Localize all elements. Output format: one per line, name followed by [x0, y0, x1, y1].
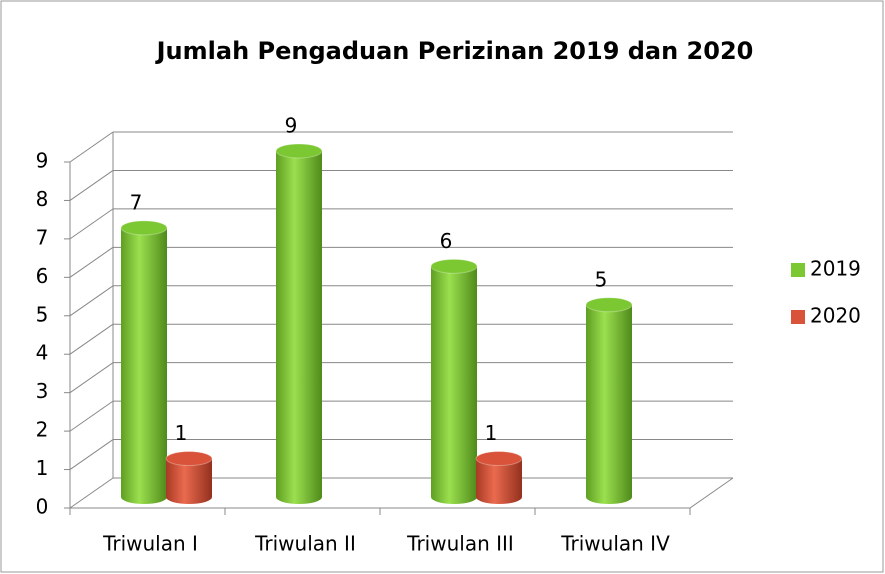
- data-label: 9: [285, 114, 298, 138]
- bar-top: [165, 451, 213, 467]
- y-tick-label: 2: [36, 418, 49, 442]
- grid-line: [69, 477, 114, 509]
- x-tick-label: Triwulan IV: [560, 532, 670, 556]
- grid-line: [69, 400, 114, 432]
- data-label: 1: [175, 421, 188, 445]
- data-label: 5: [595, 267, 608, 291]
- grid-line: [69, 323, 114, 355]
- y-tick-label: 6: [36, 264, 49, 288]
- bar: [586, 304, 632, 497]
- grid-line: [69, 208, 114, 240]
- bar: [121, 227, 167, 497]
- y-tick-label: 5: [36, 302, 49, 326]
- bar-top: [585, 297, 633, 313]
- x-tick-label: Triwulan III: [406, 532, 514, 556]
- y-tick-label: 0: [36, 495, 49, 519]
- grid-line: [69, 131, 114, 163]
- legend-swatch: [791, 310, 805, 324]
- bar: [431, 266, 477, 497]
- y-tick-label: 3: [36, 379, 49, 403]
- legend-label: 2019: [810, 257, 861, 281]
- bar-top: [275, 143, 323, 159]
- data-label: 6: [440, 229, 453, 253]
- y-tick-label: 4: [36, 341, 49, 365]
- grid-line: [69, 439, 114, 470]
- bar-top: [120, 220, 168, 236]
- chart-title: Jumlah Pengaduan Perizinan 2019 dan 2020: [155, 37, 754, 65]
- x-tick-label: Triwulan II: [254, 532, 356, 556]
- y-tick-label: 7: [36, 225, 49, 249]
- bar-top: [475, 451, 523, 467]
- grid-line: [69, 285, 114, 317]
- data-label: 7: [130, 190, 143, 214]
- data-label: 1: [485, 421, 498, 445]
- bar: [276, 151, 322, 497]
- y-tick-label: 1: [36, 456, 49, 480]
- x-tick-label: Triwulan I: [102, 532, 198, 556]
- legend-label: 2020: [810, 304, 861, 328]
- grid-line: [69, 170, 114, 201]
- grid-line: [69, 246, 114, 278]
- grid-line: [69, 362, 114, 394]
- legend-swatch: [791, 263, 805, 277]
- bar-top: [430, 258, 478, 274]
- y-tick-label: 9: [36, 149, 49, 173]
- y-tick-label: 8: [36, 187, 49, 211]
